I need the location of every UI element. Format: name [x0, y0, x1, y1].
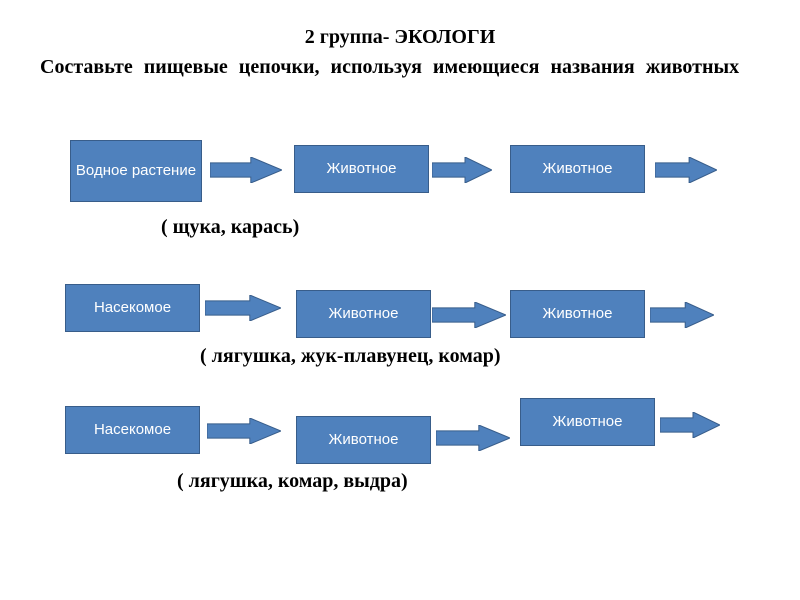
instruction-text: Составьте пищевые цепочки, используя име…	[40, 55, 760, 80]
group-title: 2 группа- ЭКОЛОГИ	[0, 26, 800, 49]
food-chain-box: Животное	[520, 398, 655, 446]
food-chain-box: Животное	[296, 290, 431, 338]
chain-hint: ( лягушка, комар, выдра)	[177, 470, 408, 493]
food-chain-box: Водное растение	[70, 140, 202, 202]
food-chain-box: Насекомое	[65, 406, 200, 454]
arrow-right-icon	[207, 418, 281, 444]
arrow-right-icon	[655, 157, 717, 183]
arrow-right-icon	[650, 302, 714, 328]
arrow-right-icon	[432, 157, 492, 183]
arrow-right-icon	[432, 302, 506, 328]
food-chain-box: Животное	[296, 416, 431, 464]
food-chain-box: Животное	[294, 145, 429, 193]
arrow-right-icon	[660, 412, 720, 438]
chain-hint: ( лягушка, жук-плавунец, комар)	[200, 345, 501, 368]
chain-hint: ( щука, карась)	[161, 216, 299, 239]
arrow-right-icon	[436, 425, 510, 451]
food-chain-box: Животное	[510, 145, 645, 193]
arrow-right-icon	[210, 157, 282, 183]
food-chain-box: Животное	[510, 290, 645, 338]
food-chain-box: Насекомое	[65, 284, 200, 332]
arrow-right-icon	[205, 295, 281, 321]
